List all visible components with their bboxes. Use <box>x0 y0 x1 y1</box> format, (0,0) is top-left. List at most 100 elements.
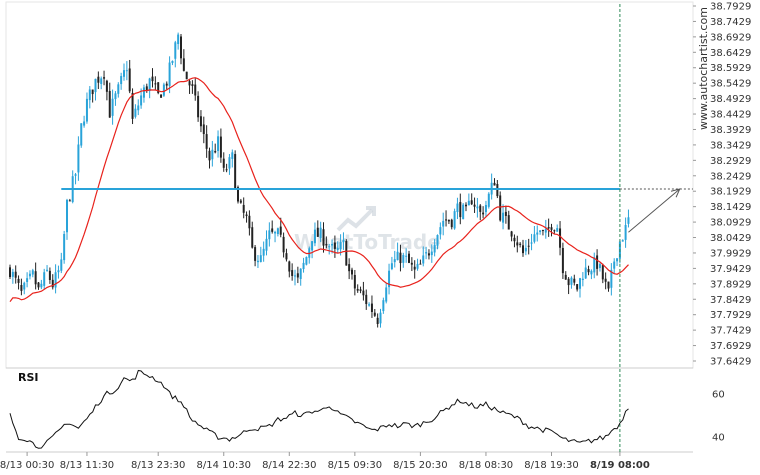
candle-body <box>362 290 365 296</box>
candle-body <box>567 278 570 286</box>
candle-body <box>17 278 20 283</box>
price-tick-label: 38.7429 <box>710 17 751 28</box>
candle-body <box>137 105 140 111</box>
candle-body <box>202 124 205 135</box>
candle-body <box>14 271 17 278</box>
rsi-series <box>9 369 629 449</box>
candle-body <box>402 255 405 263</box>
candle-body <box>123 70 125 77</box>
candle-body <box>322 229 325 246</box>
candle-body <box>436 235 439 246</box>
candle-body <box>117 84 120 94</box>
candle-body <box>621 240 624 242</box>
candle-body <box>313 229 316 244</box>
candle-body <box>199 116 202 127</box>
candle-body <box>242 204 245 213</box>
candle-body <box>522 245 524 254</box>
candle-body <box>285 253 288 260</box>
price-tick-label: 37.6429 <box>710 357 751 368</box>
price-tick-label: 38.2429 <box>710 171 751 182</box>
candle-body <box>584 267 587 279</box>
candle-body <box>256 260 259 263</box>
candle-body <box>408 253 410 263</box>
candle-body <box>103 77 106 79</box>
brand-watermark: www.autochartist.com <box>697 7 710 130</box>
candle-body <box>211 149 214 160</box>
candle-body <box>83 121 86 126</box>
candle-body <box>194 84 197 96</box>
candle-body <box>502 212 505 223</box>
candle-body <box>165 83 168 86</box>
candle-body <box>85 98 88 122</box>
candle-body <box>174 42 177 59</box>
candle-body <box>596 255 599 269</box>
candle-body <box>476 206 479 209</box>
price-tick-label: 38.5429 <box>710 79 751 90</box>
candle-body <box>37 282 40 288</box>
candle-body <box>120 76 123 85</box>
candle-body <box>556 228 559 232</box>
rsi-tick-label: 60 <box>712 389 725 400</box>
candle-body <box>91 89 94 95</box>
price-tick-label: 38.4429 <box>710 110 751 121</box>
time-tick-label: 8/18 19:30 <box>524 460 578 471</box>
candle-body <box>279 226 282 235</box>
time-tick-label: 8/14 10:30 <box>197 460 251 471</box>
candle-body <box>598 264 601 268</box>
candle-body <box>185 71 188 80</box>
candle-body <box>88 89 91 101</box>
candle-body <box>100 78 103 84</box>
candle-body <box>547 227 550 229</box>
price-tick-label: 37.8429 <box>710 295 751 306</box>
candle-body <box>379 312 382 324</box>
candle-body <box>265 238 268 251</box>
candle-body <box>291 270 294 276</box>
candle-body <box>544 228 547 233</box>
candle-body <box>453 211 456 229</box>
candle-body <box>365 294 368 305</box>
candle-body <box>191 84 194 86</box>
candle-body <box>271 228 274 232</box>
candle-body <box>422 255 425 264</box>
candle-body <box>353 274 356 289</box>
candle-body <box>370 303 373 312</box>
candle-body <box>142 87 145 98</box>
candle-body <box>427 253 430 256</box>
rsi-tick-label: 40 <box>712 432 725 443</box>
candle-body <box>610 269 613 288</box>
time-tick-label: 8/15 09:30 <box>328 460 382 471</box>
candle-body <box>162 84 165 96</box>
candle-body <box>396 251 399 261</box>
candle-body <box>462 204 465 220</box>
candle-body <box>51 279 54 288</box>
candle-body <box>487 193 490 207</box>
candle-body <box>282 236 285 253</box>
moving-average-line <box>9 77 629 303</box>
candle-body <box>54 272 57 288</box>
candle-body <box>576 284 579 290</box>
candle-body <box>484 205 487 213</box>
price-tick-label: 37.6929 <box>710 341 751 352</box>
candle-body <box>433 244 436 253</box>
candle-body <box>456 203 459 213</box>
candle-body <box>530 242 533 244</box>
rsi-title: RSI <box>18 371 39 384</box>
candle-body <box>276 228 279 234</box>
candle-body <box>94 78 97 93</box>
candle-body <box>465 204 467 207</box>
candle-body <box>299 268 302 279</box>
candle-body <box>604 278 607 282</box>
candle-body <box>237 187 239 202</box>
candle-body <box>239 200 242 203</box>
candle-body <box>627 217 630 224</box>
candle-body <box>182 58 185 71</box>
candle-body <box>450 219 453 228</box>
candles <box>9 32 630 328</box>
candle-body <box>180 36 182 59</box>
candle-body <box>228 157 231 169</box>
candle-body <box>222 158 225 168</box>
candle-body <box>507 215 510 230</box>
candle-body <box>60 259 63 271</box>
candle-body <box>405 255 408 257</box>
candle-body <box>570 277 573 285</box>
